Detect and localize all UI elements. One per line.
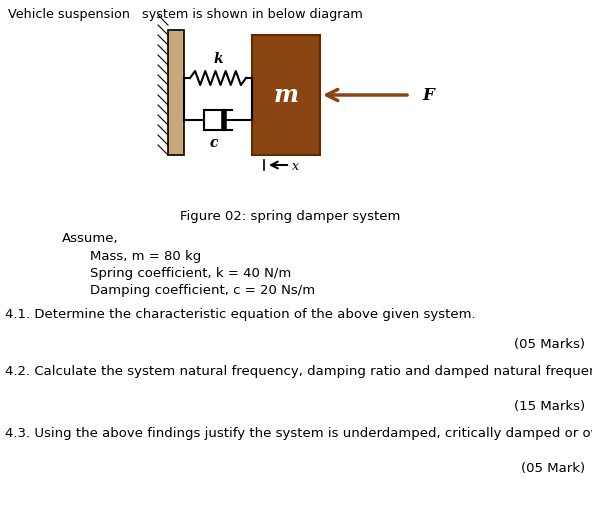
Text: 4.1. Determine the characteristic equation of the above given system.: 4.1. Determine the characteristic equati…: [5, 308, 475, 321]
Text: k: k: [213, 52, 223, 66]
Bar: [252, 35, 320, 155]
Text: 4.3. Using the above findings justify the system is underdamped, critically damp: 4.3. Using the above findings justify th…: [5, 427, 592, 440]
Text: Vehicle suspension   system is shown in below diagram: Vehicle suspension system is shown in be…: [8, 8, 363, 21]
Text: Damping coefficient, c = 20 Ns/m: Damping coefficient, c = 20 Ns/m: [90, 284, 315, 297]
Text: F: F: [422, 86, 434, 104]
Bar: [168, 30, 184, 155]
Text: Mass, m = 80 kg: Mass, m = 80 kg: [90, 250, 201, 263]
Text: m: m: [274, 83, 298, 107]
Text: (05 Mark): (05 Mark): [521, 462, 585, 475]
Text: (05 Marks): (05 Marks): [514, 338, 585, 351]
Text: Spring coefficient, k = 40 N/m: Spring coefficient, k = 40 N/m: [90, 267, 291, 280]
Text: x: x: [292, 160, 299, 173]
Text: 4.2. Calculate the system natural frequency, damping ratio and damped natural fr: 4.2. Calculate the system natural freque…: [5, 365, 592, 378]
Text: c: c: [210, 136, 218, 150]
Text: Figure 02: spring damper system: Figure 02: spring damper system: [180, 210, 400, 223]
Text: Assume,: Assume,: [62, 232, 118, 245]
Text: (15 Marks): (15 Marks): [514, 400, 585, 413]
